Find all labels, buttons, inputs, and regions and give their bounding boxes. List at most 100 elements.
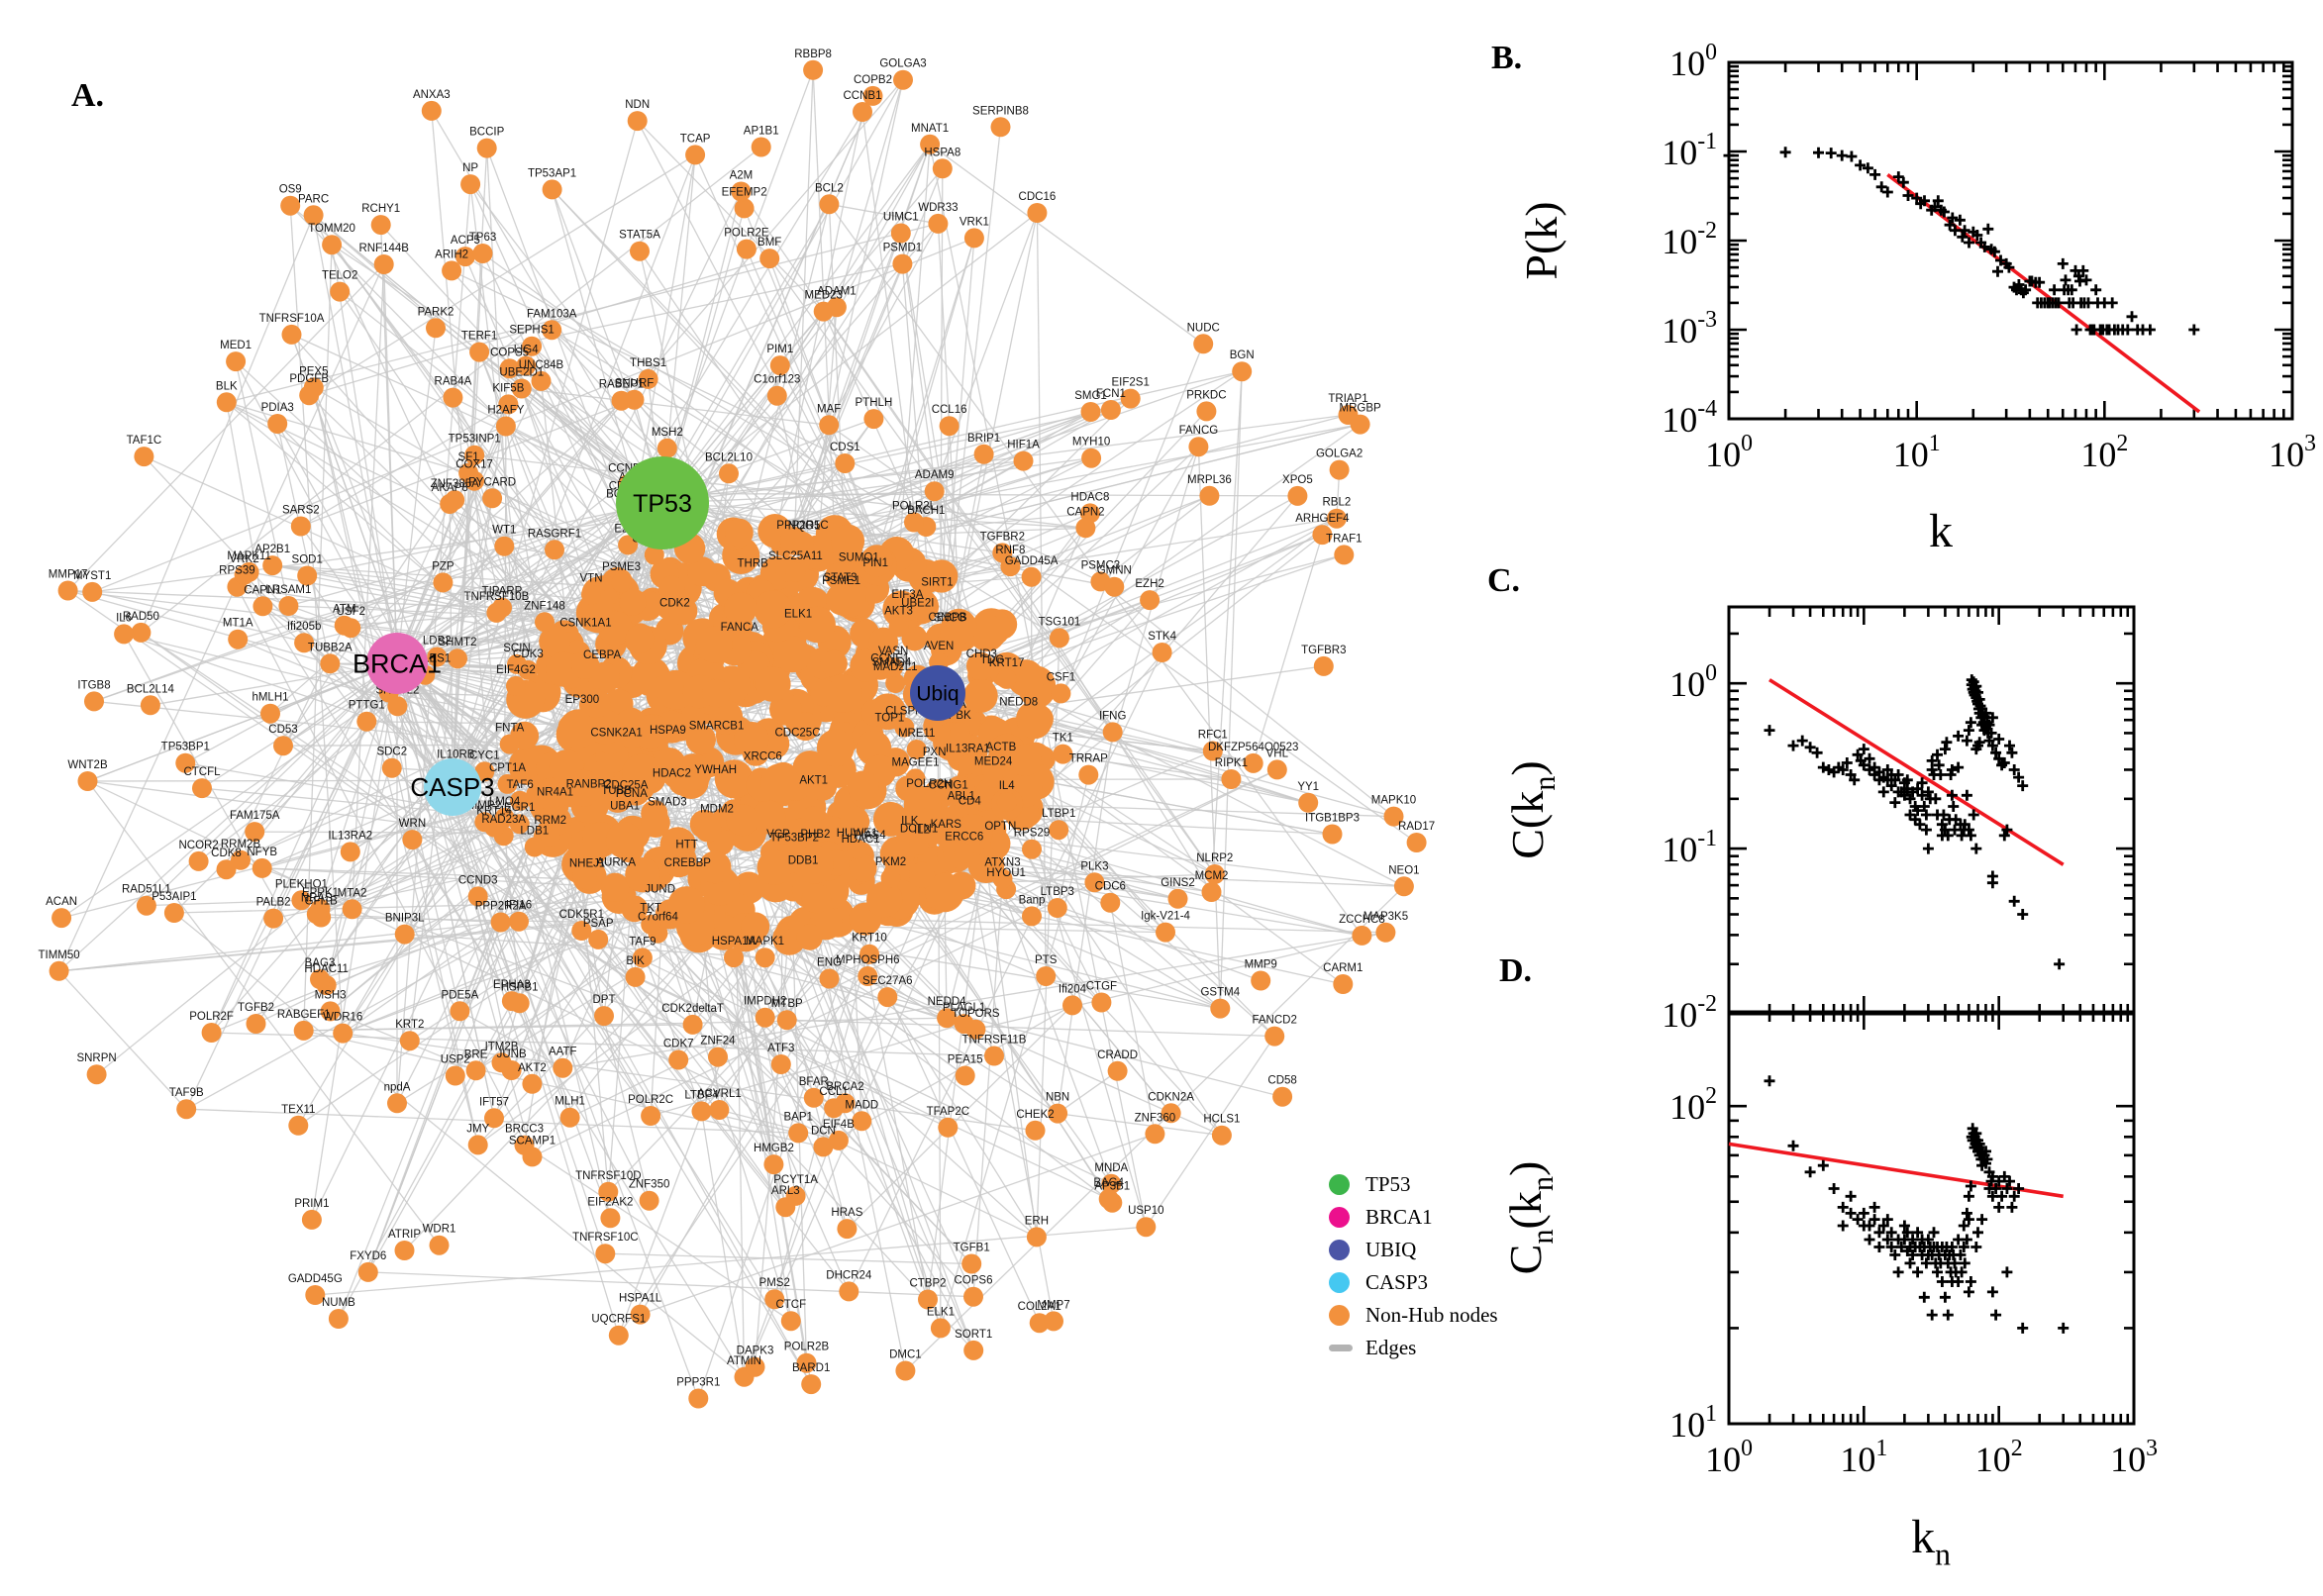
- network-node: [792, 750, 828, 786]
- network-node-label: STAT5A: [619, 230, 660, 242]
- network-node-label: TP53INP1: [449, 434, 501, 446]
- network-node: [445, 1065, 465, 1086]
- network-node: [534, 777, 567, 811]
- data-point-marker: [1852, 1214, 1864, 1226]
- network-node: [968, 614, 1006, 651]
- network-node: [963, 678, 998, 713]
- network-node: [399, 1031, 420, 1051]
- network-node-label: COX17: [455, 459, 493, 471]
- network-node: [824, 1098, 845, 1119]
- y-axis-title: Cn(kn): [1500, 1161, 1560, 1275]
- data-point-marker: [1920, 824, 1932, 836]
- network-node-label: CDS1: [830, 442, 860, 453]
- network-node-label: BCCIP: [469, 127, 504, 139]
- network-node: [303, 205, 324, 226]
- network-node-label: RAD23A: [481, 814, 526, 826]
- network-edge: [313, 387, 485, 823]
- network-node-label: ENG: [817, 957, 842, 969]
- network-node: [516, 355, 537, 376]
- network-node: [507, 653, 527, 674]
- data-point-marker: [1965, 717, 1976, 729]
- network-node: [776, 1010, 797, 1031]
- network-node: [252, 596, 273, 617]
- network-node-label: POLR2C: [628, 1094, 673, 1106]
- axis-ticks: [1727, 607, 2136, 1016]
- network-node: [1025, 1120, 1046, 1141]
- network-edge: [291, 334, 663, 504]
- network-node: [476, 138, 497, 158]
- network-node: [499, 734, 520, 754]
- data-point-marker: [1993, 1201, 2005, 1213]
- network-edge: [307, 409, 1112, 577]
- network-node-label: MAF: [817, 403, 841, 415]
- network-node: [837, 1219, 858, 1240]
- data-point-marker: [2006, 747, 2018, 758]
- network-node-label: PPP2R5C: [776, 520, 828, 532]
- network-node-label: TELO2: [322, 270, 357, 282]
- network-edge: [700, 1111, 746, 1377]
- network-node-label: PARC: [298, 193, 329, 205]
- network-node-label: VHL: [1266, 748, 1289, 759]
- network-edge: [1057, 1070, 1118, 1115]
- network-node: [464, 445, 485, 465]
- network-node: [920, 134, 941, 154]
- network-edge: [96, 786, 454, 1075]
- network-node: [849, 854, 877, 882]
- network-node: [632, 714, 667, 749]
- network-node-label: RAD17: [1398, 821, 1435, 833]
- network-edge: [308, 257, 770, 396]
- data-point-marker: [2004, 740, 2015, 751]
- network-node: [791, 712, 820, 742]
- network-node-label: OPTN: [984, 821, 1016, 833]
- network-node-label: TP53BP1: [161, 742, 210, 753]
- network-edge: [937, 692, 1394, 818]
- network-node-label: C1orf123: [754, 374, 800, 386]
- network-node: [267, 414, 288, 434]
- network-node-label: POLR2F: [189, 1011, 234, 1023]
- x-tick-label: 101: [1893, 431, 1941, 474]
- data-point-marker: [2058, 1322, 2070, 1334]
- network-node: [273, 736, 293, 756]
- network-edge: [459, 1010, 563, 1069]
- network-node: [600, 872, 630, 902]
- legend-circle-icon: [1329, 1305, 1350, 1326]
- network-node-label: TIPARP: [482, 586, 523, 598]
- network-node: [474, 761, 495, 782]
- data-point-marker: [1926, 1309, 1938, 1321]
- legend-label: TP53: [1365, 1172, 1411, 1196]
- network-node: [630, 241, 650, 261]
- data-point-marker: [1970, 1242, 1982, 1252]
- network-node-label: KRT10: [852, 933, 887, 945]
- network-node: [1036, 966, 1057, 986]
- network-node-label: AP3B1: [1094, 1181, 1130, 1193]
- network-node: [685, 724, 716, 755]
- network-node: [644, 545, 664, 565]
- network-node-label: NEO1: [1388, 864, 1419, 876]
- network-node: [57, 580, 78, 601]
- network-node: [499, 358, 520, 379]
- network-node: [992, 543, 1013, 563]
- fit-line: [1728, 1142, 2064, 1199]
- network-node: [509, 814, 530, 835]
- network-edge: [1210, 371, 1243, 893]
- network-node: [1101, 1173, 1122, 1194]
- network-edge: [661, 79, 904, 504]
- network-node-label: TGFBR3: [1301, 645, 1346, 656]
- network-node: [656, 438, 677, 458]
- network-node: [794, 845, 834, 884]
- y-tick-label: 10-1: [1662, 826, 1717, 869]
- plot-frame: [1727, 605, 2136, 1016]
- network-node: [785, 1185, 806, 1206]
- network-node: [1100, 892, 1121, 913]
- network-node-label: TAF6: [506, 779, 533, 791]
- data-point-marker: [1869, 168, 1881, 180]
- network-node: [234, 564, 254, 585]
- network-node: [231, 849, 251, 870]
- network-node: [558, 709, 598, 748]
- x-tick-label: 102: [2080, 431, 2128, 474]
- network-edge: [452, 549, 556, 788]
- network-edge: [452, 368, 511, 788]
- legend-item: BRCA1: [1329, 1201, 1498, 1234]
- network-node-label: CDK8: [211, 848, 242, 859]
- network-node: [433, 572, 454, 593]
